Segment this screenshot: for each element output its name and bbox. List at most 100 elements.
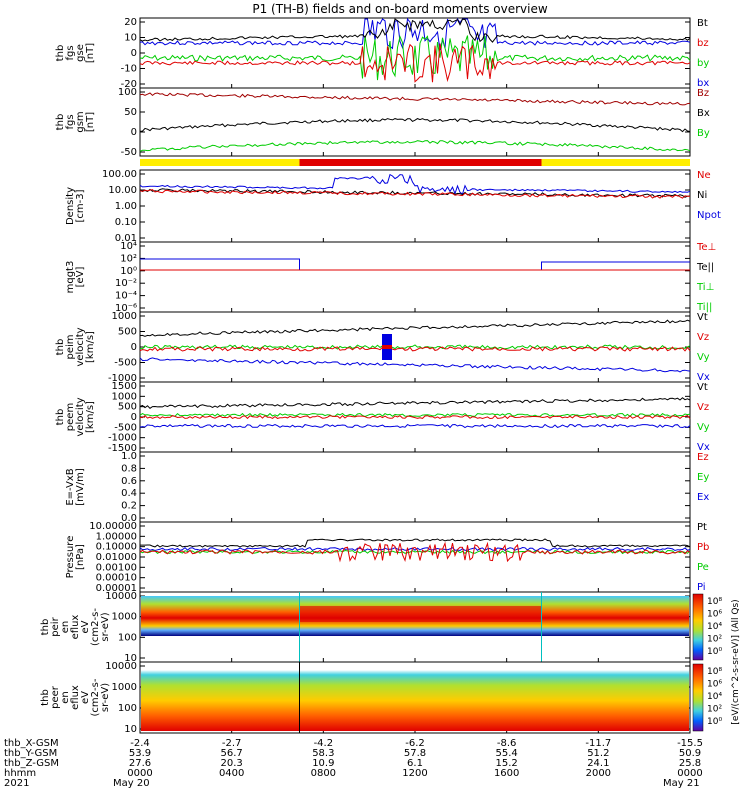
- y-tick-label: 0.4: [121, 488, 137, 499]
- colorbar-label: 10²: [707, 705, 722, 715]
- y-tick-label: 100: [118, 703, 137, 714]
- y-axis-label: Density: [65, 187, 76, 225]
- ephemeris-value: -2.7: [222, 738, 242, 749]
- legend-entry: Vt: [697, 312, 708, 323]
- legend-entry: Ey: [697, 472, 709, 483]
- legend-entry: Ni: [697, 190, 707, 201]
- y-tick-label: 100: [118, 632, 137, 643]
- x-axis-date-end: May 21: [663, 778, 700, 789]
- y-axis-label: peir: [50, 616, 61, 636]
- y-tick-label: 0.00010: [96, 573, 137, 584]
- ephemeris-value: 55.4: [496, 748, 518, 759]
- y-tick-label: 1500: [112, 381, 137, 392]
- y-tick-label: 1000: [112, 682, 137, 693]
- y-tick-label: 500: [118, 402, 137, 413]
- y-axis-label: peim: [65, 334, 76, 359]
- legend-entry: Vy: [697, 352, 710, 363]
- legend-entry: Vt: [697, 382, 708, 393]
- legend-entry: Ne: [697, 170, 711, 181]
- ephemeris-value: 0000: [127, 768, 152, 779]
- y-tick-label: 0.2: [121, 501, 137, 512]
- y-axis-label: (cm2-s-: [90, 678, 101, 716]
- panel-frame: [139, 521, 691, 593]
- y-tick-label: 0.8: [121, 463, 137, 474]
- y-tick-label: -500: [114, 358, 137, 369]
- data-gap-mark: [382, 345, 392, 349]
- legend-entry: By: [697, 128, 710, 139]
- y-axis-label: [mV/m]: [75, 468, 86, 506]
- colorbar-label: 10⁸: [707, 667, 722, 677]
- y-axis-label: mqgt3: [65, 261, 76, 294]
- y-axis-label: velocity: [75, 327, 86, 366]
- legend-entry: Ez: [697, 452, 709, 463]
- y-axis-label: thb: [55, 339, 66, 356]
- y-axis-label: thb: [55, 114, 66, 131]
- colorbar-label: 10⁴: [707, 692, 722, 702]
- y-tick-label: 10000: [105, 661, 137, 672]
- ephemeris-value: 20.3: [221, 758, 243, 769]
- legend-entry: Pe: [697, 562, 709, 573]
- series-pt: [140, 538, 691, 548]
- series-pi: [139, 546, 691, 552]
- y-axis-label: en: [60, 691, 71, 704]
- panel-6: E=-VxB [mV/m] 1.00.8 0.60.4 0.20.0 Ez Ey Ex: [65, 451, 709, 524]
- y-tick-label: 10⁻²: [115, 278, 137, 289]
- panel-2: Density [cm-3] 100.00 10.00 1.00 0.10 0.01 Ne Ni…: [65, 169, 721, 244]
- y-tick-label: -10: [121, 64, 137, 75]
- y-tick-label: -20: [121, 79, 137, 90]
- y-tick-label: -1500: [108, 443, 137, 454]
- series-by: [139, 34, 691, 81]
- panel-7: Pressure [nPa] 10.000001.000000.100000.010…: [65, 521, 709, 594]
- series-bt: [139, 18, 691, 43]
- y-tick-label: 0: [131, 412, 137, 423]
- series-vy: [139, 344, 691, 350]
- y-tick-label: 500: [118, 327, 137, 338]
- panel-9: thb peer en eflux eV (cm2-s-sr-eV) 10000 1000 10…: [40, 661, 691, 735]
- ephemeris-value: 50.9: [679, 748, 701, 759]
- colorbar-0: [692, 593, 704, 661]
- ephemeris-value: 15.2: [496, 758, 518, 769]
- y-tick-label: 10: [124, 33, 137, 44]
- panel-frame: [139, 241, 691, 313]
- ephemeris-value: 0800: [311, 768, 336, 779]
- y-tick-label: 10: [124, 653, 137, 664]
- legend-entry: Vz: [697, 332, 709, 343]
- y-tick-label: 1.0: [121, 451, 137, 462]
- ephemeris-value: 2000: [586, 768, 611, 779]
- legend-entry: Npot: [697, 210, 721, 221]
- y-axis-label: Pressure: [65, 536, 76, 579]
- panel-8: thb peir en eflux eV (cm2-s-sr-eV) 10000 1000 10…: [40, 591, 691, 664]
- series-vt: [139, 319, 691, 337]
- panel-frame: [139, 451, 691, 523]
- status-red: [299, 159, 542, 166]
- status-bar: [140, 159, 690, 166]
- y-axis-label: fgs: [65, 45, 76, 60]
- y-axis-label: sr-eV): [100, 612, 111, 641]
- y-tick-label: 1.00: [115, 201, 137, 212]
- y-tick-label: 100: [118, 87, 137, 98]
- y-axis-label: thb: [40, 689, 51, 706]
- legend-entry: Pb: [697, 542, 709, 553]
- legend-entry: Bz: [697, 88, 709, 99]
- y-tick-label: 0.10000: [96, 542, 137, 553]
- y-tick-label: 10⁰: [120, 266, 137, 277]
- y-tick-label: 50: [124, 107, 137, 118]
- y-tick-label: 20: [124, 17, 137, 28]
- series-ni: [139, 188, 691, 198]
- x-axis-date-start: May 20: [113, 778, 150, 789]
- y-tick-label: 0.00001: [96, 583, 137, 594]
- ephemeris-value: 58.3: [312, 748, 334, 759]
- x-axis-year: 2021: [4, 778, 29, 789]
- y-axis-label: fgs: [65, 114, 76, 129]
- y-tick-label: 0: [131, 127, 137, 138]
- series-ne: [139, 189, 691, 199]
- y-axis-label: peem: [65, 403, 76, 431]
- series-vx: [139, 357, 691, 373]
- y-tick-label: 0.01: [115, 233, 137, 244]
- legend-entry: Te||: [696, 262, 714, 273]
- legend-entry: Pt: [697, 522, 707, 533]
- y-tick-label: 0.01000: [96, 552, 137, 563]
- legend-entry: Ex: [697, 492, 709, 503]
- y-tick-label: 0.10: [115, 217, 137, 228]
